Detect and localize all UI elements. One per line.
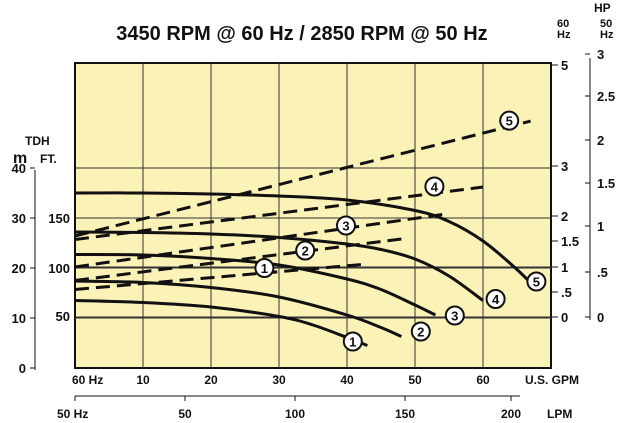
hp50-tick-label: 3 xyxy=(597,47,604,62)
left-axis-ticks: 0 10 20 30 40 50 100 150 xyxy=(12,161,70,376)
curve-labels: 1 2 3 4 5 1 2 3 4 5 xyxy=(254,110,547,352)
hp-curve-label-circle xyxy=(295,240,316,261)
hp50-tick-label: 2 xyxy=(597,133,604,148)
hp-curve-2 xyxy=(74,237,402,282)
gpm-tick-label: 20 xyxy=(204,373,218,387)
hp60-tick-label: .5 xyxy=(561,285,572,300)
meters-tick-label: 30 xyxy=(12,211,26,226)
meters-tick-label: 40 xyxy=(12,161,26,176)
lpm-tick-label: 200 xyxy=(501,407,521,421)
hp50-tick-label: 0 xyxy=(597,310,604,325)
hp-50hz-label: 50 Hz xyxy=(600,18,614,41)
x-primary-unit-label: U.S. GPM xyxy=(525,373,579,387)
head-curve-4 xyxy=(74,230,484,302)
hp-curve-label: 1 xyxy=(261,261,268,276)
hp-curve-label: 4 xyxy=(431,180,439,195)
hp-curve-label-circle xyxy=(499,110,520,131)
head-curve-label-circle xyxy=(444,305,465,326)
hp50-tick-label: 2.5 xyxy=(597,89,615,104)
meters-unit-label: m xyxy=(13,150,27,167)
feet-tick-label: 150 xyxy=(48,211,70,226)
head-curve-label-circle xyxy=(342,331,363,352)
x-secondary-start-label: 50 Hz xyxy=(57,407,88,421)
hp-curve-label-circle xyxy=(336,215,356,236)
gpm-tick-label: 50 xyxy=(408,373,422,387)
head-curve-label: 2 xyxy=(417,325,424,340)
tdh-label: TDH xyxy=(25,134,50,148)
feet-unit-label: FT. xyxy=(40,152,57,166)
x-secondary-unit-label: LPM xyxy=(547,407,572,421)
meters-tick-label: 10 xyxy=(12,311,26,326)
x-primary-start-label: 60 Hz xyxy=(72,373,103,387)
hp-curve-label: 5 xyxy=(506,114,513,129)
feet-tick-label: 100 xyxy=(48,261,70,276)
lpm-tick-label: 150 xyxy=(395,407,415,421)
hp60-tick-label: 3 xyxy=(561,159,568,174)
hp60-tick-label: 1.5 xyxy=(561,234,579,249)
meters-tick-label: 20 xyxy=(12,261,26,276)
hp-label: HP xyxy=(594,1,611,15)
hp-curve-4 xyxy=(74,185,484,241)
head-curve-label-circle xyxy=(410,321,431,342)
hp-curve-label-circle xyxy=(424,176,445,197)
lpm-tick-label: 100 xyxy=(285,407,305,421)
head-curve-label: 1 xyxy=(349,335,356,350)
hp60-tick-label: 0 xyxy=(561,310,568,325)
plot-area xyxy=(74,62,552,369)
hp50-tick-label: 1.5 xyxy=(597,176,615,191)
gpm-tick-label: 40 xyxy=(340,373,354,387)
hp50-tick-label: .5 xyxy=(597,265,608,280)
gpm-tick-label: 60 xyxy=(476,373,490,387)
head-curve-3 xyxy=(74,253,437,317)
hp50-tick-label: 1 xyxy=(597,219,604,234)
hp-curve-1 xyxy=(74,262,368,291)
chart-title: 3450 RPM @ 60 Hz / 2850 RPM @ 50 Hz xyxy=(116,23,487,45)
head-curve-label-circle xyxy=(526,271,547,292)
bottom-axis-ticks: 10 20 30 40 50 60 50 100 150 200 xyxy=(74,373,521,421)
hp60-tick-label: 1 xyxy=(561,260,568,275)
hp-curve-label: 2 xyxy=(302,244,309,259)
hp-60hz-label: 60 Hz xyxy=(557,18,571,41)
hp60-tick-label: 5 xyxy=(561,58,568,73)
grid-lines xyxy=(75,63,551,368)
hp-curve-label-circle xyxy=(254,258,275,278)
curves xyxy=(74,119,539,347)
right-axis-ticks: 0 .5 1 1.5 2 3 5 0 .5 1 1.5 2 2.5 3 xyxy=(551,47,615,325)
head-curve-label: 5 xyxy=(533,275,540,290)
hp60-tick-label: 2 xyxy=(561,209,568,224)
hp-curve-label: 3 xyxy=(342,219,349,234)
gpm-tick-label: 30 xyxy=(272,373,286,387)
lpm-tick-label: 50 xyxy=(178,407,192,421)
head-curve-label: 4 xyxy=(492,292,500,307)
gpm-tick-label: 10 xyxy=(136,373,150,387)
feet-tick-label: 50 xyxy=(56,309,70,324)
head-curve-label-circle xyxy=(485,289,506,309)
head-curve-label: 3 xyxy=(451,309,458,324)
meters-tick-label: 0 xyxy=(19,361,26,376)
hp-curve-5 xyxy=(74,119,531,238)
